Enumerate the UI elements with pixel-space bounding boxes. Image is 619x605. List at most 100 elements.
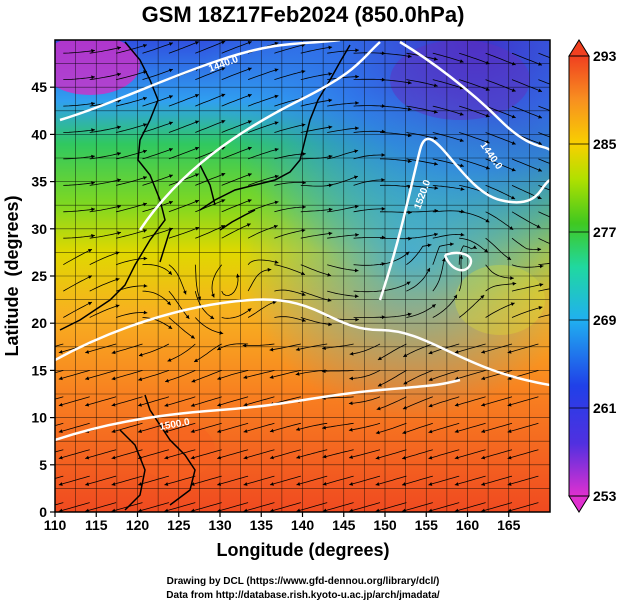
streamline [296,449,328,459]
streamline [538,105,550,112]
streamline [432,158,465,167]
streamline [274,206,306,213]
x-tick-label: 130 [208,517,232,533]
streamline [85,475,117,486]
streamline-arrow [164,508,169,512]
streamline [55,475,64,479]
streamline [485,105,516,119]
streamline-arrow [58,482,63,486]
streamline-arrow [355,101,359,105]
streamline [406,267,431,292]
streamline [247,148,279,160]
streamline [274,229,306,239]
streamline-arrow [454,508,459,512]
y-tick-label: 35 [31,174,47,190]
streamline-arrow [243,375,248,380]
streamline [274,124,306,133]
streamline-arrow [481,455,486,460]
streamline [432,257,445,292]
streamline [221,199,252,213]
streamline-arrow [355,317,359,322]
streamline-arrow [115,277,120,282]
streamline-arrow [481,349,486,354]
streamline [168,94,200,107]
streamline [247,95,279,107]
streamline-arrow [484,248,488,253]
streamline [432,185,465,191]
x-tick-label: 145 [332,517,356,533]
streamline-arrow [328,207,333,212]
streamline-arrow [138,429,142,433]
streamline-arrow [164,482,169,486]
streamline-arrow [219,330,224,335]
streamline [507,475,539,486]
streamline-arrow [91,101,95,106]
streamline [247,225,278,239]
streamline-arrow [328,45,333,50]
streamline-arrow [460,187,465,191]
streamline [164,449,196,459]
streamline-arrow [111,376,116,381]
credit-line-1: Drawing by DCL (https://www.gfd-dennou.o… [167,576,440,587]
streamline-arrow [117,72,121,77]
streamline-arrow [117,46,121,50]
streamline [217,449,249,459]
streamline [481,502,513,512]
y-axis-label: Latitude (degrees) [2,195,22,356]
streamline-arrow [243,402,248,407]
streamline-arrow [168,42,173,46]
streamline-arrow [247,120,252,124]
streamline-arrow [349,376,353,381]
streamline-arrow [485,165,490,170]
streamline [221,173,252,186]
streamline-arrow [211,293,215,298]
streamline-arrow [138,402,142,407]
streamline-arrow [327,298,332,302]
streamline-arrow [376,406,381,411]
streamline [115,258,148,266]
streamline-arrow [168,174,173,179]
streamline-arrow [459,59,464,63]
streamline-arrow [481,429,486,433]
streamline-arrow [377,356,382,360]
streamline [296,502,328,512]
streamline [406,132,438,140]
streamline-arrow [210,315,215,319]
streamline [269,343,301,351]
streamline-arrow [164,403,169,407]
colorbar-label: 285 [593,136,617,152]
streamline [217,343,249,351]
streamline-arrow [190,508,195,512]
streamline [217,396,249,407]
streamline [274,264,306,275]
streamline-arrow [91,128,95,133]
streamline-arrow [565,194,569,198]
streamline-arrow [564,221,568,225]
streamline-arrow [117,125,121,130]
streamline [190,449,222,459]
streamline-arrow [349,508,354,512]
streamline [243,502,275,512]
streamline-arrow [354,268,359,273]
streamline-arrow [538,141,543,145]
streamline-arrow [247,93,252,98]
streamline-arrow [459,112,464,116]
streamline [379,105,412,110]
streamline [58,370,90,380]
streamline-arrow [453,294,457,299]
streamline-arrow [221,40,226,45]
streamline [137,396,170,407]
streamline-arrow [111,508,116,512]
streamline [85,449,117,459]
streamline [481,396,513,407]
streamline-arrow [143,310,148,315]
streamline [459,105,490,118]
streamline-arrow [537,168,542,172]
streamline [137,449,170,459]
streamline-arrow [143,123,147,127]
streamline-arrow [270,455,274,460]
streamline [507,449,539,459]
streamline-arrow [221,67,226,71]
streamline [538,262,550,266]
streamline-arrow [274,68,279,73]
